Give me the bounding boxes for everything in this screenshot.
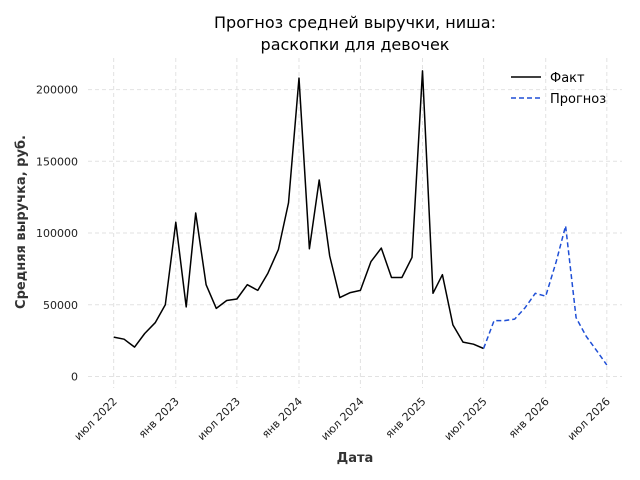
y-tick-label: 150000 <box>36 155 78 168</box>
series-line-forecast <box>482 225 608 366</box>
legend-label-fact: Факт <box>550 71 585 86</box>
x-tick-label: янв 2024 <box>259 395 305 441</box>
y-tick-label: 50000 <box>43 299 78 312</box>
y-axis-ticks: 0 50000 100000 150000 200000 <box>36 84 78 384</box>
series-line-fact <box>113 70 484 350</box>
chart-title-line-1: Прогноз средней выручки, ниша: <box>214 13 496 32</box>
x-tick-label: июл 2026 <box>565 395 613 443</box>
y-tick-label: 0 <box>71 371 78 384</box>
legend-label-forecast: Прогноз <box>550 92 606 107</box>
x-axis-label: Дата <box>337 451 374 466</box>
x-tick-label: июл 2023 <box>195 395 243 443</box>
chart-title-line-2: раскопки для девочек <box>261 35 450 54</box>
grid <box>88 58 622 388</box>
y-tick-label: 200000 <box>36 84 78 97</box>
x-tick-label: июл 2025 <box>442 395 490 443</box>
y-axis-label: Средняя выручка, руб. <box>14 135 29 309</box>
x-tick-label: июл 2022 <box>72 395 120 443</box>
series-lines <box>113 70 608 366</box>
legend: Факт Прогноз <box>511 71 606 107</box>
x-tick-label: янв 2025 <box>383 395 429 441</box>
x-tick-label: июл 2024 <box>318 395 366 443</box>
x-tick-label: янв 2026 <box>506 395 552 441</box>
x-axis-ticks: июл 2022 янв 2023 июл 2023 янв 2024 июл 2024… <box>72 395 613 443</box>
y-tick-label: 100000 <box>36 227 78 240</box>
x-tick-label: янв 2023 <box>136 395 182 441</box>
